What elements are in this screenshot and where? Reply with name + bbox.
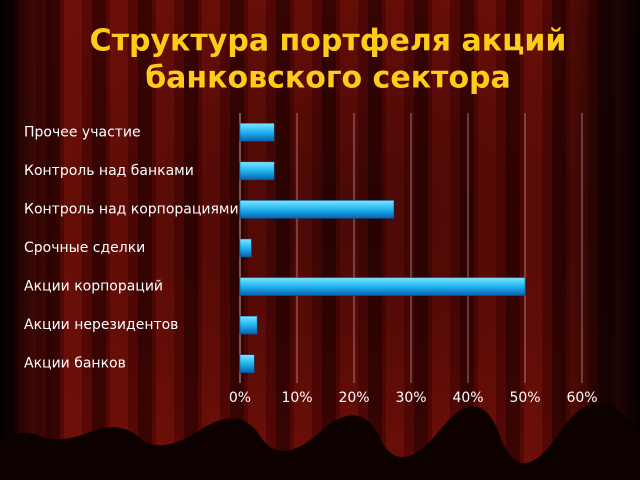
bar [239,161,275,181]
bar [239,123,275,142]
y-tick-label: Контроль над корпорациями [24,201,239,217]
x-tick-label: 0% [229,390,251,406]
y-tick-label: Акции корпораций [24,279,163,295]
y-tick-label: Контроль над банками [24,163,194,179]
x-tick-label: 30% [395,390,426,406]
x-tick-label: 40% [452,390,483,406]
bar [239,315,258,335]
x-tick-label: 50% [509,390,540,406]
bar [239,200,395,219]
y-tick-label: Акции нерезидентов [24,317,178,333]
chart-title: банковского сектора [145,61,511,96]
x-tick-label: 20% [338,390,369,406]
bar [239,354,255,373]
y-tick-label: Срочные сделки [24,240,145,256]
y-tick-label: Прочее участие [24,124,141,140]
x-tick-label: 60% [566,390,597,406]
bar [239,277,526,296]
bar [239,238,252,258]
y-tick-label: Акции банков [24,356,126,372]
x-tick-label: 10% [281,390,312,406]
chart-title: Структура портфеля акций [90,24,567,59]
fringe [0,402,640,480]
